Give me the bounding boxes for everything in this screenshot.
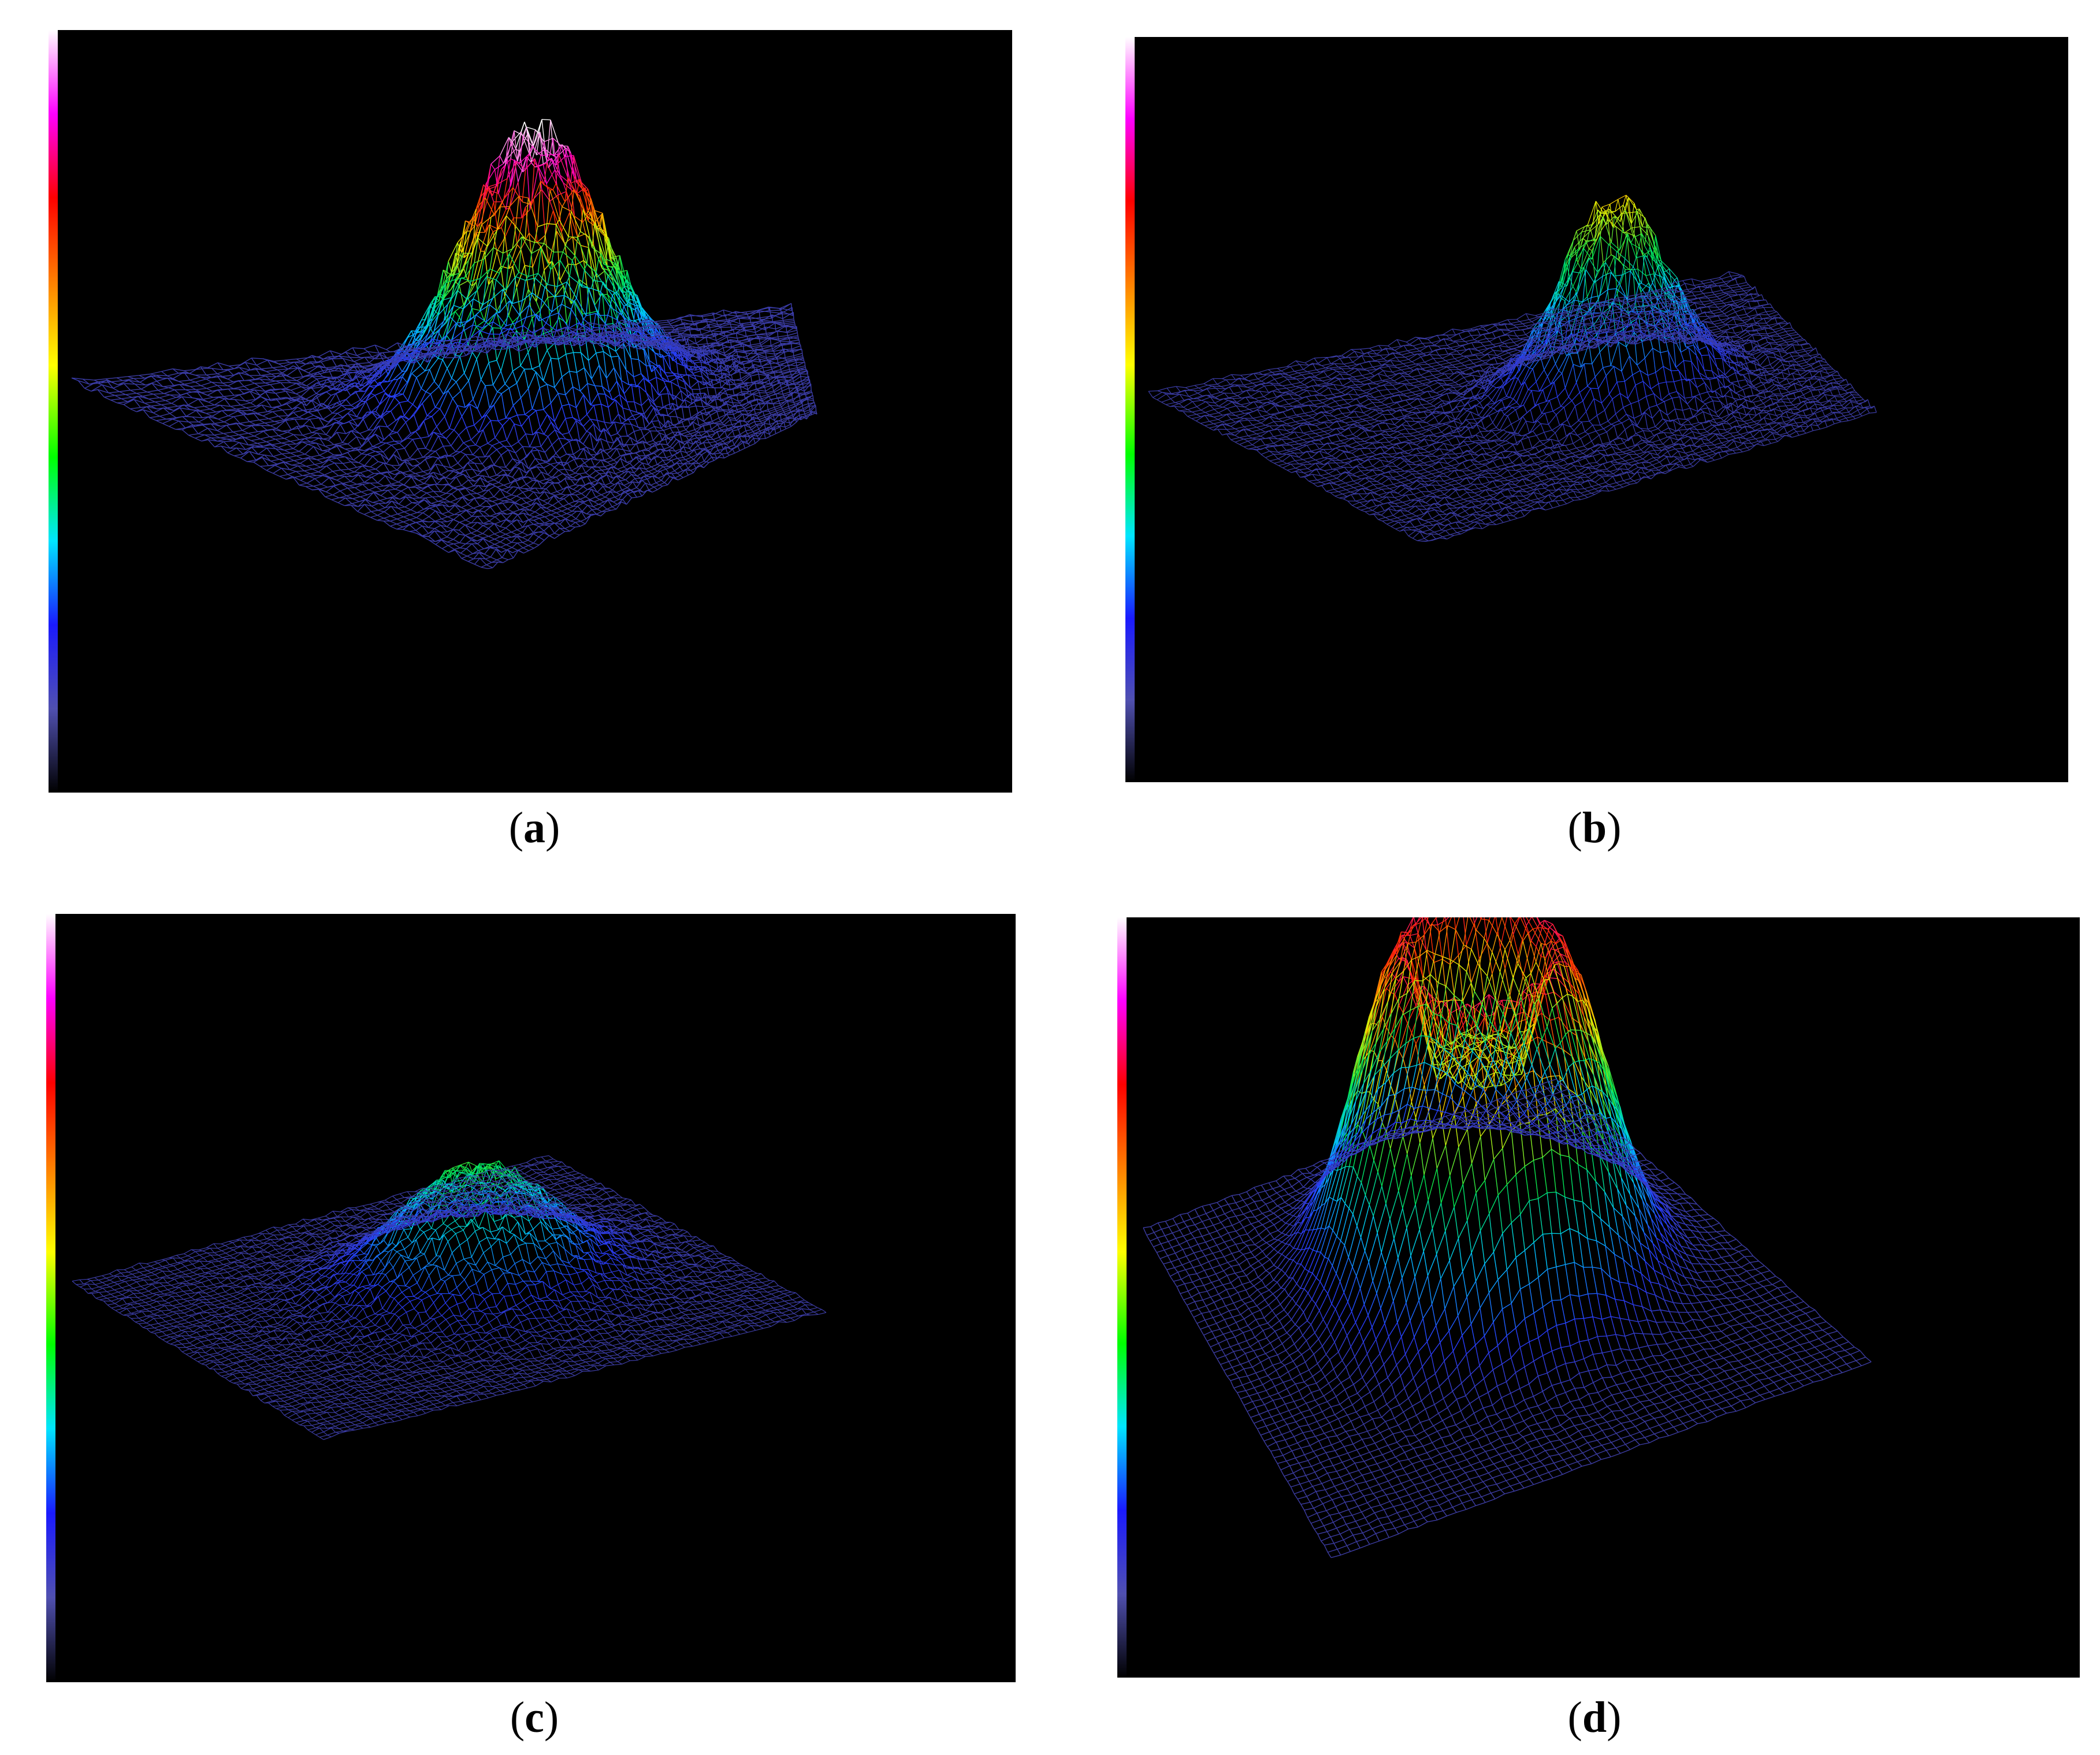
panel-b-caption: (b) (1479, 806, 1710, 850)
panel-b-plot (1125, 37, 2068, 782)
panel-d-colorbar (1117, 917, 1127, 1678)
panel-a-colorbar (49, 30, 58, 793)
panel-a-surface (71, 119, 817, 569)
panel-c-plot (46, 914, 1016, 1682)
panel-a-caption: (a) (419, 806, 650, 850)
panel-c-surface (72, 1155, 827, 1440)
panel-d-surface (1143, 917, 1872, 1558)
panel-a-plot (49, 30, 1012, 793)
panel-d-plot (1117, 917, 2080, 1678)
panel-b-colorbar (1125, 37, 1135, 782)
panel-b-surface (1148, 195, 1877, 542)
panel-c-colorbar (46, 914, 55, 1682)
panel-d-caption: (d) (1479, 1695, 1710, 1739)
panel-c-caption: (c) (419, 1695, 650, 1739)
